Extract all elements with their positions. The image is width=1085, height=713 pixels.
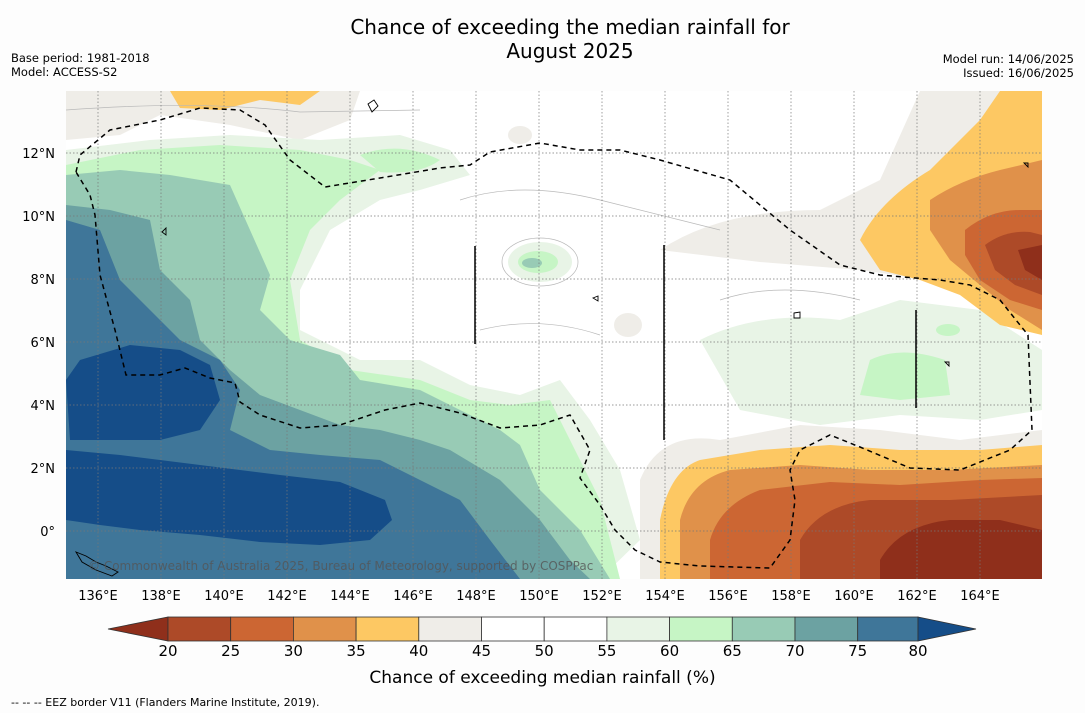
x-tick-label: 156°E bbox=[708, 589, 748, 604]
colorbar-tick-label: 30 bbox=[283, 642, 303, 660]
x-tick-label: 138°E bbox=[141, 589, 181, 604]
chart-title-line2: August 2025 bbox=[506, 39, 634, 63]
region-below-20 bbox=[1018, 245, 1042, 280]
y-tick-label: 4°N bbox=[31, 399, 56, 414]
x-tick-label: 144°E bbox=[330, 589, 370, 604]
x-tick-label: 150°E bbox=[519, 589, 559, 604]
x-tick-label: 154°E bbox=[645, 589, 685, 604]
colorbar-tick-label: 35 bbox=[346, 642, 366, 660]
colorbar-title: Chance of exceeding median rainfall (%) bbox=[369, 668, 716, 688]
colorbar-tick-label: 60 bbox=[660, 642, 680, 660]
colorbar-segment bbox=[857, 616, 919, 642]
y-tick-label: 8°N bbox=[31, 273, 56, 288]
region-65-70 bbox=[522, 258, 542, 268]
region-20-25 bbox=[985, 231, 1042, 295]
colorbar-tick-label: 70 bbox=[785, 642, 805, 660]
region-35-40 bbox=[170, 91, 320, 110]
island bbox=[367, 99, 379, 113]
x-tick-label: 142°E bbox=[267, 589, 307, 604]
colorbar-segment bbox=[481, 616, 545, 642]
x-tick-label: 162°E bbox=[897, 589, 937, 604]
colorbar-segment bbox=[606, 616, 671, 642]
x-tick-label: 164°E bbox=[960, 589, 1000, 604]
colorbar-segment bbox=[292, 616, 357, 642]
colorbar-tick-label: 40 bbox=[409, 642, 429, 660]
colorbar-segment bbox=[794, 616, 859, 642]
x-tick-label: 158°E bbox=[771, 589, 811, 604]
colorbar bbox=[107, 616, 977, 642]
island bbox=[793, 311, 801, 319]
colorbar-segment bbox=[543, 616, 608, 642]
region-above-80 bbox=[66, 345, 220, 440]
region-60-65 bbox=[936, 324, 960, 336]
y-tick-label: 12°N bbox=[22, 147, 55, 162]
region-below-20 bbox=[880, 520, 1042, 579]
region-60-65 bbox=[360, 148, 440, 173]
colorbar-tick-label: 75 bbox=[848, 642, 868, 660]
region-above-80 bbox=[66, 450, 392, 545]
island bbox=[943, 361, 950, 368]
colorbar-segment bbox=[230, 616, 294, 642]
island bbox=[1022, 162, 1029, 169]
region-60-65 bbox=[860, 352, 950, 400]
colorbar-upper-extend bbox=[917, 616, 977, 642]
island bbox=[74, 551, 119, 577]
y-tick-label: 6°N bbox=[31, 336, 56, 351]
map-watermark: © Commonwealth of Australia 2025, Bureau… bbox=[88, 559, 593, 573]
base-period-text: Base period: 1981-2018 bbox=[11, 51, 150, 65]
model-run-text: Model run: 14/06/2025 bbox=[942, 52, 1074, 66]
region-45-50 bbox=[614, 313, 642, 337]
island bbox=[591, 295, 599, 302]
y-tick-label: 2°N bbox=[31, 462, 56, 477]
colorbar-segment bbox=[731, 616, 796, 642]
x-tick-label: 140°E bbox=[204, 589, 244, 604]
colorbar-tick-label: 20 bbox=[158, 642, 178, 660]
issued-text: Issued: 16/06/2025 bbox=[963, 66, 1074, 80]
colorbar-tick-label: 50 bbox=[534, 642, 554, 660]
colorbar-segment bbox=[167, 616, 232, 642]
x-tick-label: 146°E bbox=[393, 589, 433, 604]
colorbar-tick-label: 80 bbox=[908, 642, 928, 660]
eez-footnote: -- -- -- EEZ border V11 (Flanders Marine… bbox=[11, 696, 320, 709]
colorbar-segment bbox=[355, 616, 420, 642]
x-tick-label: 148°E bbox=[456, 589, 496, 604]
eez-boundary bbox=[75, 107, 1033, 569]
x-tick-label: 160°E bbox=[834, 589, 874, 604]
y-tick-label: 0° bbox=[40, 525, 55, 540]
x-tick-label: 136°E bbox=[78, 589, 118, 604]
y-tick-label: 10°N bbox=[22, 210, 55, 225]
colorbar-segment bbox=[669, 616, 733, 642]
colorbar-segment bbox=[418, 616, 482, 642]
chart-title-line1: Chance of exceeding the median rainfall … bbox=[350, 15, 790, 39]
region-45-50 bbox=[508, 126, 532, 144]
x-tick-label: 152°E bbox=[582, 589, 622, 604]
model-text: Model: ACCESS-S2 bbox=[11, 65, 118, 79]
colorbar-lower-extend bbox=[107, 616, 169, 642]
island bbox=[161, 226, 167, 236]
colorbar-tick-label: 45 bbox=[471, 642, 492, 660]
colorbar-tick-label: 25 bbox=[221, 642, 241, 660]
colorbar-tick-label: 55 bbox=[597, 642, 617, 660]
colorbar-tick-label: 65 bbox=[722, 642, 742, 660]
